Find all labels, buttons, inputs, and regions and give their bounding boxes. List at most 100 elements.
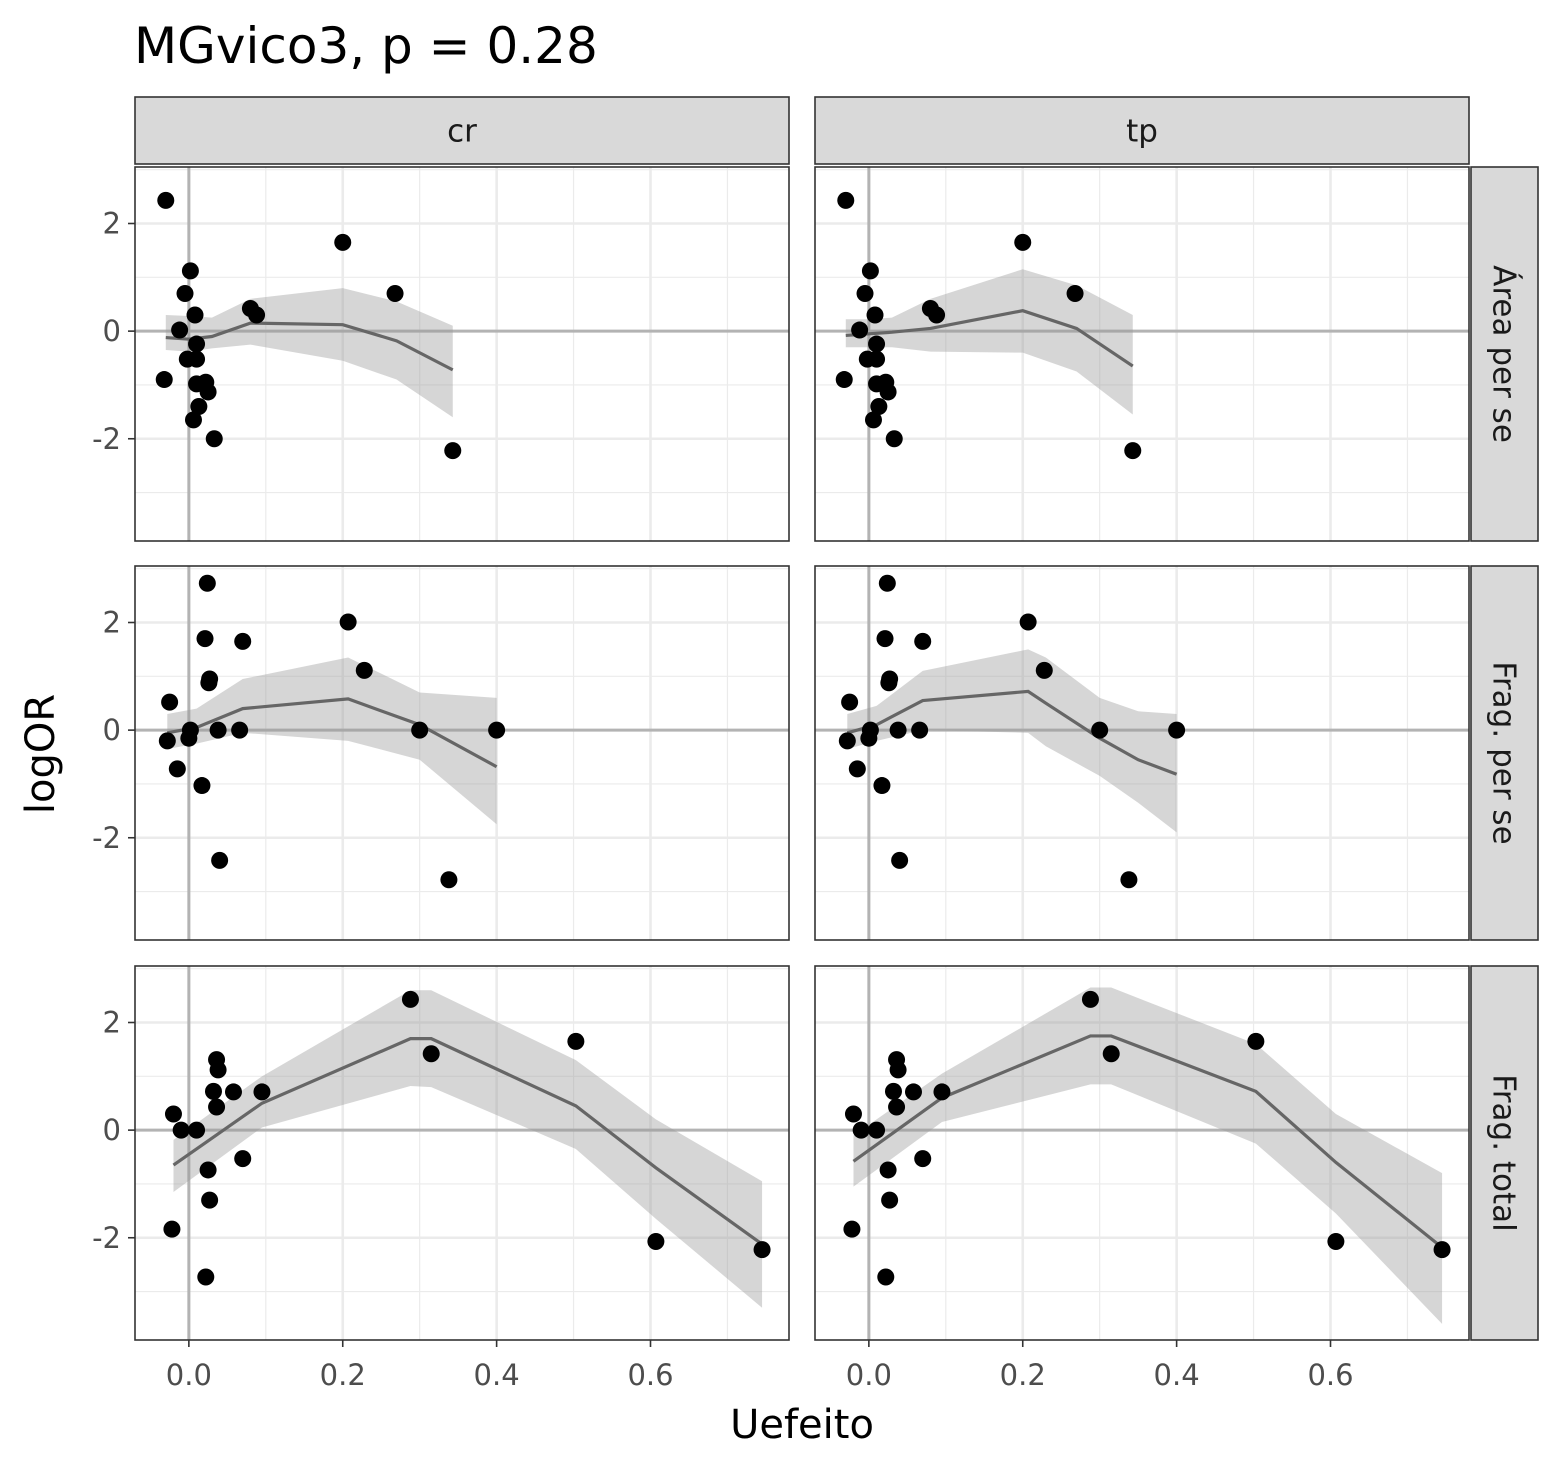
data-point [1102, 1045, 1120, 1063]
panel-cr-row-0: 2 0 -2 [92, 166, 790, 542]
y-tick-label: -2 [92, 1221, 121, 1255]
y-tick-label: 2 [103, 606, 121, 640]
fit-line [845, 309, 1134, 368]
data-point [197, 1268, 215, 1286]
data-point [209, 721, 227, 739]
x-tick-label: 0.2 [1000, 1358, 1046, 1392]
data-point [861, 262, 879, 280]
data-point [868, 350, 886, 368]
data-point [914, 1150, 932, 1168]
facet-strip-label: tp [1126, 114, 1158, 150]
data-point [911, 721, 929, 739]
data-point [253, 1083, 271, 1101]
panel-border [814, 565, 1470, 941]
chart-title: MGvico3, p = 0.28 [134, 17, 598, 75]
data-point [234, 632, 252, 650]
y-tick-label: -2 [92, 422, 121, 456]
data-point [848, 760, 866, 778]
panel-background [135, 566, 789, 940]
data-point [339, 613, 357, 631]
data-point [868, 1121, 886, 1139]
data-point [208, 1098, 226, 1116]
data-point [1066, 284, 1084, 302]
panel-tp-row-2: 0.0 0.2 0.4 0.6 [814, 965, 1470, 1392]
data-point [411, 721, 429, 739]
panel-border [134, 565, 790, 941]
y-axis-title: logOR [18, 694, 64, 814]
x-tick-label: 0.4 [1154, 1358, 1200, 1392]
panel-border [134, 965, 790, 1341]
facet-strip-cr [134, 96, 790, 165]
data-point [199, 1161, 217, 1179]
data-point [933, 1083, 951, 1101]
data-point [188, 350, 206, 368]
data-point [868, 335, 886, 353]
data-point [204, 1082, 222, 1100]
data-point [841, 693, 859, 711]
panel-border [134, 166, 790, 542]
data-point [186, 306, 204, 324]
data-point [401, 990, 419, 1008]
data-point [856, 284, 874, 302]
panel-cr-row-2: 2 0 -2 0.0 0.2 0.4 0.6 [92, 965, 790, 1392]
data-point [422, 1045, 440, 1063]
data-point [181, 721, 199, 739]
data-point [1168, 721, 1186, 739]
data-point [196, 630, 214, 648]
data-point [1035, 661, 1053, 679]
data-point [838, 732, 856, 750]
facet-panels: cr tp Área per se Frag. per se Frag. total 2 0… [92, 96, 1539, 1392]
data-point [852, 1121, 870, 1139]
confidence-band [167, 657, 497, 825]
data-point [200, 674, 218, 692]
data-point [163, 1220, 181, 1238]
data-point [1120, 871, 1138, 889]
data-point [851, 321, 869, 339]
x-tick-label: 0.0 [166, 1358, 212, 1392]
panel-cr-row-1: 2 0 -2 [92, 565, 790, 941]
data-point [888, 1098, 906, 1116]
x-tick-label: 0.6 [627, 1358, 673, 1392]
data-point [647, 1233, 665, 1251]
data-point [209, 1061, 227, 1079]
data-point [837, 191, 855, 209]
data-point [188, 335, 206, 353]
data-point [866, 306, 884, 324]
data-point [386, 284, 404, 302]
data-point [864, 411, 882, 429]
data-point [877, 1268, 895, 1286]
data-point [889, 1061, 907, 1079]
facet-strip-label: Frag. per se [1486, 661, 1522, 844]
y-tick-label: 2 [103, 207, 121, 241]
x-axis-title: Uefeito [730, 1402, 874, 1448]
confidence-band [165, 288, 453, 418]
data-point [157, 191, 175, 209]
data-point [334, 233, 352, 251]
data-point [201, 1191, 219, 1209]
data-point [164, 1105, 182, 1123]
data-point [231, 721, 249, 739]
data-point [914, 632, 932, 650]
data-point [168, 760, 186, 778]
y-tick-label: 2 [103, 1006, 121, 1040]
data-point [188, 1121, 206, 1139]
facet-strip-label: Área per se [1486, 265, 1522, 443]
data-point [885, 430, 903, 448]
panel-tp-row-0 [814, 166, 1470, 542]
data-point [1014, 233, 1032, 251]
facet-strip-label: Frag. total [1486, 1074, 1522, 1232]
data-point [1433, 1241, 1451, 1259]
data-point [879, 1161, 897, 1179]
data-point [211, 851, 229, 869]
data-point [870, 397, 888, 415]
data-point [889, 721, 907, 739]
data-point [205, 430, 223, 448]
y-tick-label: 0 [103, 1113, 121, 1147]
data-point [861, 721, 879, 739]
data-point [184, 411, 202, 429]
data-point [873, 777, 891, 795]
facet-strip-row [1470, 965, 1539, 1341]
data-point [881, 1191, 899, 1209]
panel-background [815, 167, 1469, 541]
data-point [928, 306, 946, 324]
